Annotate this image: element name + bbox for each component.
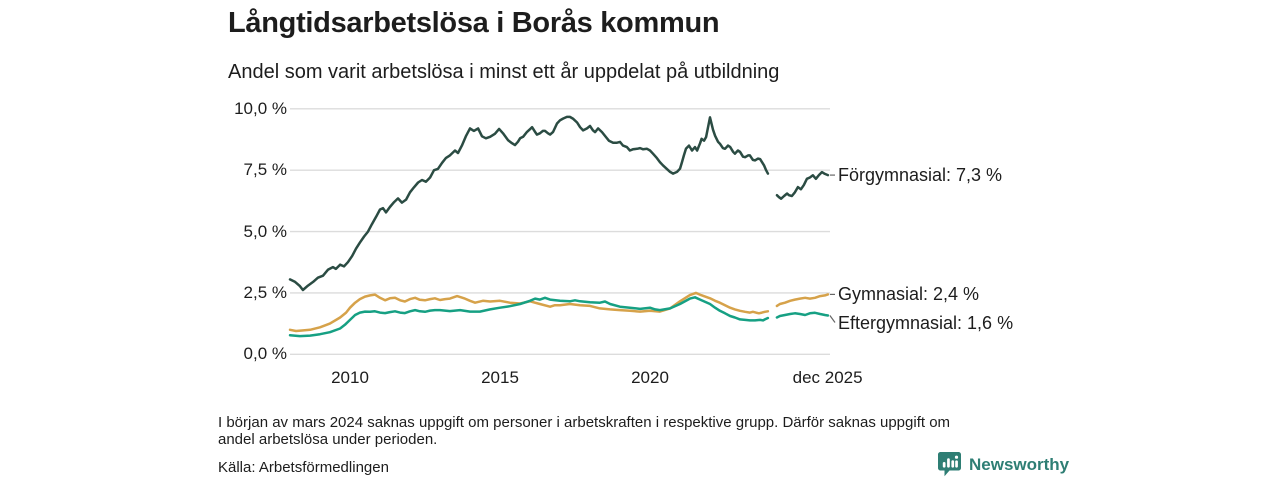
chart-subtitle: Andel som varit arbetslösa i minst ett å… <box>228 61 780 83</box>
series-label-förgymnasial: Förgymnasial: 7,3 % <box>838 165 1003 186</box>
page-title: Långtidsarbetslösa i Borås kommun <box>228 7 720 39</box>
footnote-line: andel arbetslösa under perioden. <box>218 431 438 448</box>
series-line-gymnasial <box>288 291 770 333</box>
x-tick-label: 2020 <box>631 368 669 387</box>
series-line-förgymnasial <box>288 115 770 292</box>
x-tick-label: 2010 <box>331 368 369 387</box>
newsworthy-wordmark: Newsworthy <box>969 454 1070 474</box>
y-tick-label: 0,0 % <box>243 344 287 364</box>
series-label-eftergymnasial: Eftergymnasial: 1,6 % <box>838 312 1014 333</box>
y-tick-label: 7,5 % <box>243 160 287 180</box>
series-label-gymnasial: Gymnasial: 2,4 % <box>838 284 980 305</box>
x-tick-label: 2015 <box>481 368 519 387</box>
y-tick-label: 2,5 % <box>243 282 287 302</box>
footnote-line: I början av mars 2024 saknas uppgift om … <box>218 414 951 431</box>
x-tick-label: dec 2025 <box>792 368 863 387</box>
source-label: Källa: Arbetsförmedlingen <box>218 459 389 476</box>
series-line-gymnasial <box>775 293 830 308</box>
y-tick-label: 10,0 % <box>234 98 287 118</box>
y-tick-label: 5,0 % <box>243 221 287 241</box>
series-line-eftergymnasial <box>288 296 770 338</box>
series-line-förgymnasial <box>775 170 830 200</box>
label-leader <box>829 315 836 323</box>
newsworthy-logo[interactable]: Newsworthy <box>937 451 1069 478</box>
series-line-eftergymnasial <box>775 311 830 319</box>
bar-chart-speech-bubble-icon <box>938 452 961 477</box>
